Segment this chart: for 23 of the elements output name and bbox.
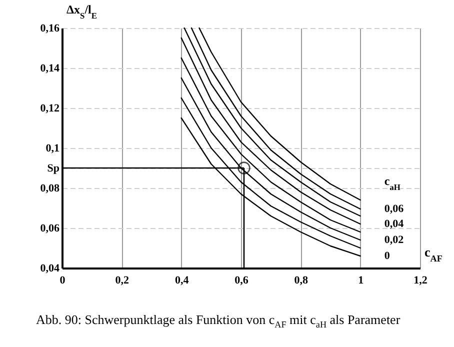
y-tick-label: 0,16 [40, 22, 60, 34]
x-tick-label: 0,2 [115, 274, 130, 286]
text: 0,04 [384, 218, 404, 230]
y-axis-title: Δx$_{S}$/l$_{E}$ [66, 2, 98, 20]
y-tick-label: 0,08 [40, 182, 60, 194]
x-tick-label: 0,6 [234, 274, 249, 286]
y-tick-label: 0,06 [40, 222, 60, 234]
x-axis-title: c$_{AF}$ [424, 244, 443, 264]
x-tick-label: 1,2 [414, 274, 428, 286]
y-tick-label: Sp [47, 162, 60, 174]
text: 0,06 [384, 203, 404, 215]
legend-title: c$_{aH}$ [384, 174, 401, 192]
y-tick-label: 0,12 [40, 102, 60, 114]
x-tick-label: 1 [358, 274, 364, 286]
y-tick-label: 0,1 [46, 142, 60, 154]
text: 0,02 [384, 234, 404, 246]
y-tick-label: 0,04 [40, 262, 60, 274]
caption: Abb. 90: Schwerpunktlage als Funktion von c$_{AF}$ mit c$_{aH}$ als Parameter [36, 312, 400, 330]
x-tick-label: 0,4 [174, 274, 190, 286]
x-tick-label: 0,8 [294, 274, 309, 286]
text: 0 [384, 250, 390, 262]
y-tick-label: 0,14 [40, 62, 60, 74]
x-tick-label: 0 [60, 274, 66, 286]
